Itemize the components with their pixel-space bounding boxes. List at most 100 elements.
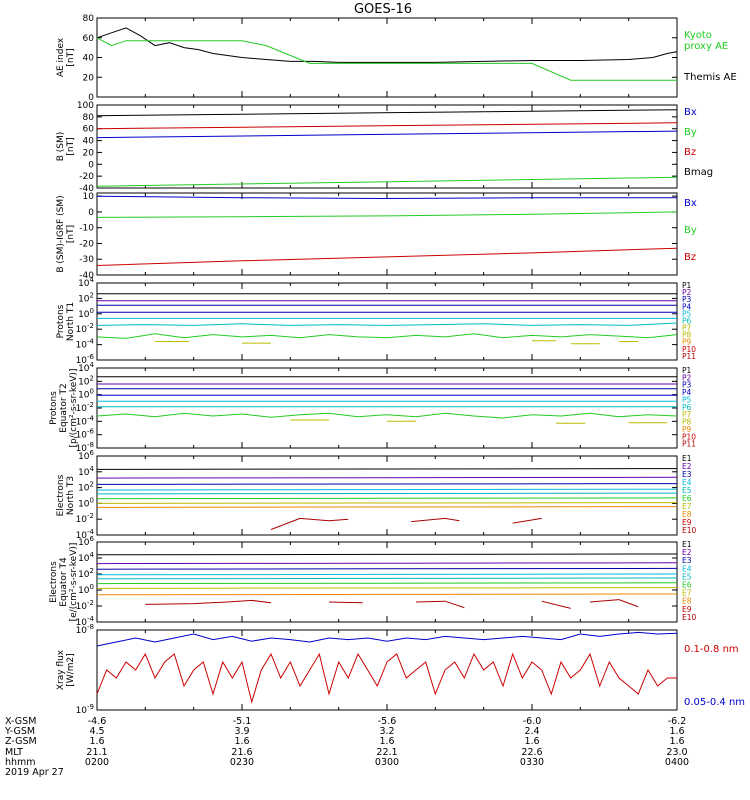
footer-cell: 1.6: [89, 736, 104, 747]
series-line-p7: [96, 333, 678, 339]
y-tick-label: 0: [88, 208, 94, 218]
footer-cell: 21.6: [231, 747, 252, 758]
legend-label: P10: [682, 345, 696, 354]
series-line-e8: [96, 506, 678, 508]
y-axis-label: Equator T4: [59, 557, 69, 607]
footer-cell: 22.6: [521, 747, 542, 758]
series-line-bx: [96, 195, 677, 200]
series-line-e9a: [270, 517, 349, 530]
series-line-e9a: [145, 599, 272, 605]
y-tick-label: 10-2: [76, 322, 94, 335]
y-tick-label: 10: [83, 192, 95, 202]
legend-label: P10: [682, 432, 696, 441]
y-tick-label: 10-4: [76, 338, 95, 351]
legend-label: P8: [682, 418, 692, 427]
legend-label: P3: [682, 295, 692, 304]
footer-cell: -4.6: [88, 716, 107, 727]
footer-cell: -5.6: [378, 716, 397, 727]
y-tick-label: 80: [83, 113, 95, 123]
y-tick-label: 106: [78, 449, 94, 462]
y-tick-label: 10-2: [76, 599, 94, 612]
y-tick-label: -20: [79, 172, 94, 182]
panel-bigrf: -40 -30 -20 -10 0 10 B (SM)-IGRF (SM) [nT] Bx By B…: [56, 192, 697, 281]
y-tick-label: 100: [78, 307, 94, 320]
y-axis-label: [nT]: [66, 48, 76, 66]
y-tick-label: 20: [83, 148, 95, 158]
footer-cell: 1.6: [669, 726, 684, 737]
series-line-bz: [96, 122, 678, 130]
series-line-e9d: [541, 600, 571, 609]
legend-label: By: [684, 127, 697, 138]
series-line-kyoto-proxy-ae: [96, 37, 677, 81]
y-tick-label: 0: [88, 93, 94, 103]
panel-frame: [96, 455, 678, 536]
footer-cell: 1.6: [669, 736, 684, 747]
y-axis-label: Equator T2: [59, 383, 69, 432]
y-tick-label: 100: [78, 388, 94, 401]
y-tick-label: 106: [78, 535, 94, 548]
legend-label: E5: [682, 572, 692, 581]
y-tick-label: -40: [79, 184, 94, 194]
footer-row-label: hhmm: [5, 757, 36, 768]
legend-label: P1: [682, 366, 692, 375]
series-line-e5: [96, 492, 678, 495]
y-tick-label: 10-6: [76, 428, 95, 441]
series-line-p7: [96, 412, 678, 419]
footer-cell: 0200: [85, 757, 109, 768]
legend-label: P9: [682, 425, 692, 434]
y-tick-label: 60: [83, 125, 95, 135]
footer-cell: 0330: [520, 757, 544, 768]
legend-label: proxy AE: [684, 41, 728, 52]
series-line-e1: [96, 468, 678, 470]
series-line-e9b: [411, 517, 460, 523]
y-tick-label: 104: [78, 551, 94, 564]
footer-cell: 4.5: [89, 726, 104, 737]
y-tick-label: 40: [83, 137, 95, 147]
series-line-e6: [96, 497, 678, 500]
y-axis-label: B (SM)-IGRF (SM): [56, 195, 66, 272]
y-tick-label: -30: [79, 255, 94, 265]
footer-row-label: Z-GSM: [5, 736, 37, 747]
series-line-e9c: [415, 600, 465, 609]
series-line-bz: [96, 247, 678, 266]
y-axis-label: Xray flux: [56, 649, 66, 690]
series-line-e7: [96, 502, 678, 504]
y-tick-label: 10-4: [76, 528, 95, 541]
legend-label: E2: [682, 462, 692, 471]
footer-cell: 3.9: [234, 726, 249, 737]
legend-label: Themis AE: [683, 72, 737, 83]
series-line-e7: [96, 587, 678, 589]
legend-label: Bmag: [684, 167, 713, 178]
footer-cell: 23.0: [666, 747, 687, 758]
legend-label: E10: [682, 526, 697, 535]
legend-label: P5: [682, 309, 692, 318]
legend-label: E1: [682, 540, 692, 549]
y-axis-label: Electrons: [56, 474, 66, 516]
y-axis-label: [nT]: [66, 137, 76, 155]
footer-cell: 1.6: [379, 736, 394, 747]
series-line-e4: [96, 573, 678, 576]
y-tick-label: -20: [79, 239, 94, 249]
series-line-e3: [96, 567, 678, 570]
y-tick-label: 20: [83, 73, 95, 83]
legend-label: P4: [682, 388, 692, 397]
series-line-themis-ae: [96, 27, 678, 63]
footer-cell: 1.6: [234, 736, 249, 747]
y-axis-label: [p/(cm²-s-sr-keV)]: [69, 369, 79, 448]
series-line-e1: [96, 553, 678, 556]
y-tick-label: 102: [78, 567, 94, 580]
legend-label: E6: [682, 494, 692, 503]
legend-label: P6: [682, 316, 692, 325]
legend-label: E7: [682, 589, 692, 598]
legend-label: P2: [682, 288, 692, 297]
legend-label: P4: [682, 302, 692, 311]
legend-label: Bz: [684, 147, 696, 158]
y-axis-label: AE index: [56, 37, 66, 77]
series-line-e9b: [328, 601, 363, 604]
y-axis-label: Protons: [49, 391, 59, 425]
